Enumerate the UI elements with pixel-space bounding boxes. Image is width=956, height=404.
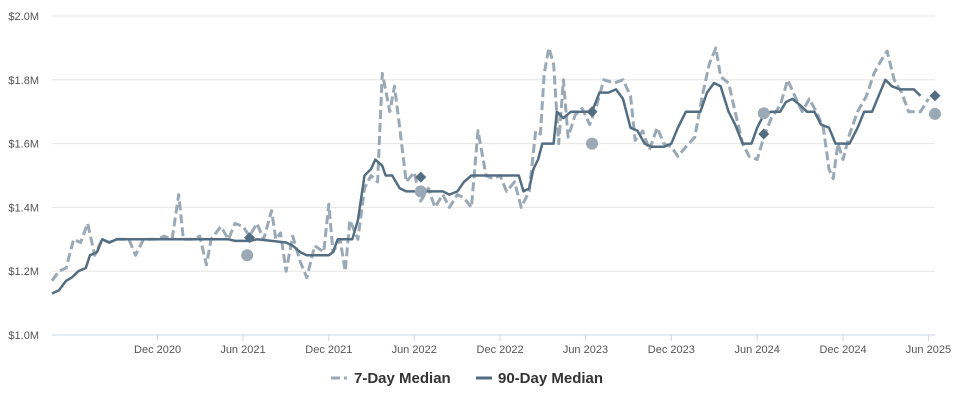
x-tick-label: Jun 2022 <box>392 344 437 356</box>
x-tick-label: Jun 2023 <box>563 344 608 356</box>
x-tick-label: Dec 2024 <box>819 344 866 356</box>
legend: 7-Day Median 90-Day Median <box>331 370 603 387</box>
y-tick-label: $1.6M <box>8 139 39 151</box>
year-markers <box>241 90 941 262</box>
x-tick-label: Jun 2025 <box>906 344 951 356</box>
marker-circle[interactable] <box>757 107 770 120</box>
marker-circle[interactable] <box>241 249 254 262</box>
series-lines <box>50 46 930 295</box>
marker-diamond[interactable] <box>586 106 598 118</box>
marker-diamond[interactable] <box>415 171 427 183</box>
x-axis: Dec 2020 Jun 2021 Dec 2021 Jun 2022 Dec 2022… <box>134 335 951 356</box>
y-tick-label: $1.0M <box>8 330 39 342</box>
legend-label-7-day: 7-Day Median <box>354 370 451 387</box>
y-tick-label: $2.0M <box>8 11 39 23</box>
marker-diamond[interactable] <box>244 232 256 244</box>
x-tick-label: Dec 2021 <box>305 344 352 356</box>
marker-diamond[interactable] <box>929 90 941 102</box>
x-tick-label: Dec 2022 <box>477 344 524 356</box>
marker-circle[interactable] <box>929 107 941 120</box>
x-tick-label: Dec 2020 <box>134 344 181 356</box>
y-tick-label: $1.4M <box>8 202 39 214</box>
x-tick-label: Dec 2023 <box>648 344 695 356</box>
y-axis: $1.0M $1.2M $1.4M $1.6M $1.8M $2.0M <box>8 11 39 342</box>
series-line-90-day-median[interactable] <box>51 78 922 295</box>
legend-label-90-day: 90-Day Median <box>498 370 603 387</box>
y-tick-label: $1.8M <box>8 75 39 87</box>
series-line-7-day-median[interactable] <box>50 46 930 282</box>
x-tick-label: Jun 2024 <box>735 344 780 356</box>
y-tick-label: $1.2M <box>8 266 39 278</box>
marker-diamond[interactable] <box>758 128 770 140</box>
marker-circle[interactable] <box>586 137 599 150</box>
legend-item-7-day[interactable]: 7-Day Median <box>331 370 451 387</box>
grid-lines <box>52 15 935 336</box>
legend-item-90-day[interactable]: 90-Day Median <box>476 370 603 387</box>
x-tick-label: Jun 2021 <box>220 344 265 356</box>
marker-circle[interactable] <box>414 185 427 198</box>
